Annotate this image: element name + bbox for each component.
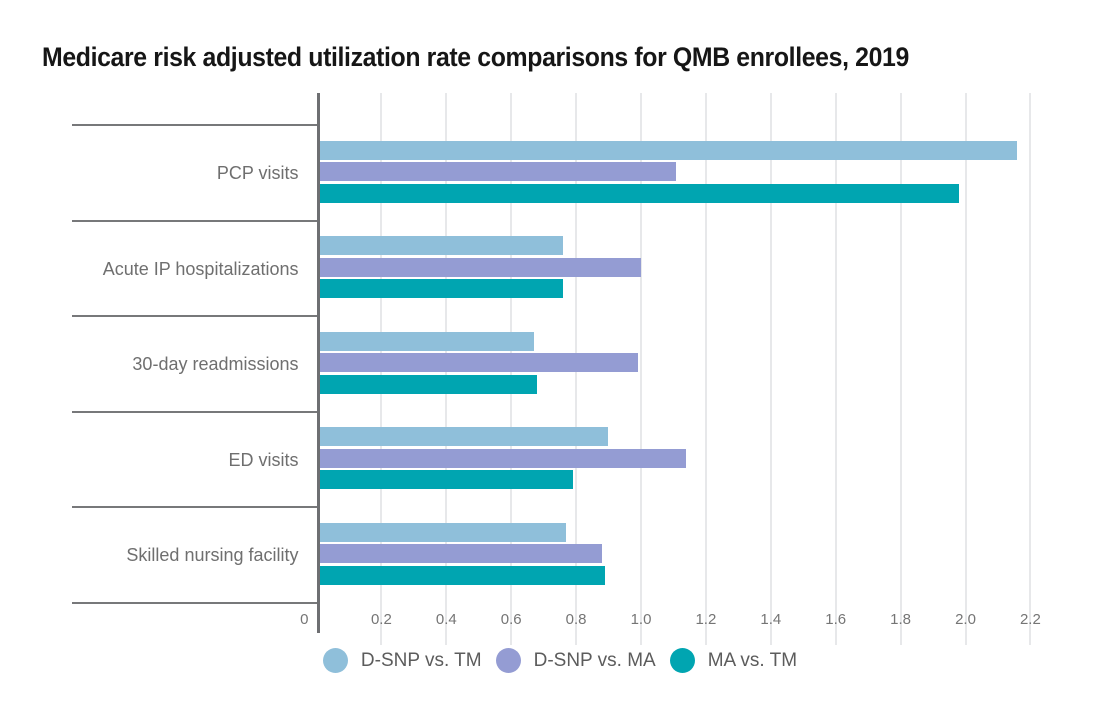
category-label: Skilled nursing facility: [126, 545, 299, 566]
bar: [319, 374, 537, 394]
category-label: ED visits: [228, 449, 299, 470]
legend-item: D-SNP vs. TM: [322, 648, 482, 673]
bar: [319, 162, 677, 181]
gridline: [769, 93, 772, 645]
x-tick-label: 1.6: [825, 611, 847, 628]
gridline: [704, 93, 707, 645]
gridline: [640, 93, 642, 645]
gridline: [899, 93, 902, 645]
gridline: [834, 93, 837, 645]
gridline: [964, 93, 967, 645]
bar: [319, 470, 573, 490]
gridline: [1029, 93, 1032, 645]
bar: [319, 140, 1018, 160]
x-tick-label: 1.2: [695, 611, 717, 628]
x-tick-label: 0.4: [435, 611, 457, 628]
row-divider: [72, 124, 317, 126]
bar: [319, 236, 563, 256]
legend-swatch-icon: [322, 648, 348, 673]
row-divider: [72, 219, 317, 222]
legend-item: MA vs. TM: [669, 648, 798, 673]
category-label: Acute IP hospitalizations: [102, 258, 299, 279]
bar: [319, 257, 641, 277]
row-divider: [72, 315, 317, 318]
row-divider: [72, 410, 317, 413]
category-label: 30-day readmissions: [132, 354, 299, 375]
x-tick-label: 1.8: [890, 611, 912, 628]
bar: [319, 427, 609, 447]
bar: [319, 522, 567, 542]
chart-title: Medicare risk adjusted utilization rate …: [42, 42, 909, 72]
legend-swatch-icon: [495, 648, 521, 673]
legend-swatch-icon: [669, 648, 695, 673]
chart-legend: D-SNP vs. TM D-SNP vs. MA MA vs. TM: [0, 648, 1120, 673]
x-tick-label: 0.2: [370, 611, 392, 628]
legend-item: D-SNP vs. MA: [495, 648, 656, 673]
bar: [319, 544, 602, 564]
legend-label: D-SNP vs. TM: [360, 649, 482, 671]
x-tick-label: 1.0: [630, 611, 652, 628]
y-axis-line: [316, 93, 320, 633]
row-divider: [72, 506, 317, 509]
x-tick-label: 2.2: [1019, 611, 1041, 628]
bar: [319, 565, 606, 585]
bar: [319, 448, 687, 468]
row-divider: [72, 602, 317, 604]
legend-label: D-SNP vs. MA: [533, 649, 656, 671]
x-tick-label: 0.8: [565, 611, 587, 628]
category-label: PCP visits: [216, 163, 299, 183]
x-tick-label: 2.0: [955, 611, 976, 628]
x-tick-label: 1.4: [760, 611, 782, 628]
bar: [319, 279, 563, 299]
bar: [319, 331, 534, 351]
legend-label: MA vs. TM: [707, 649, 798, 671]
bar: [319, 353, 638, 373]
bar: [319, 183, 959, 203]
x-tick-label: 0: [300, 611, 309, 628]
x-tick-label: 0.6: [500, 611, 522, 628]
